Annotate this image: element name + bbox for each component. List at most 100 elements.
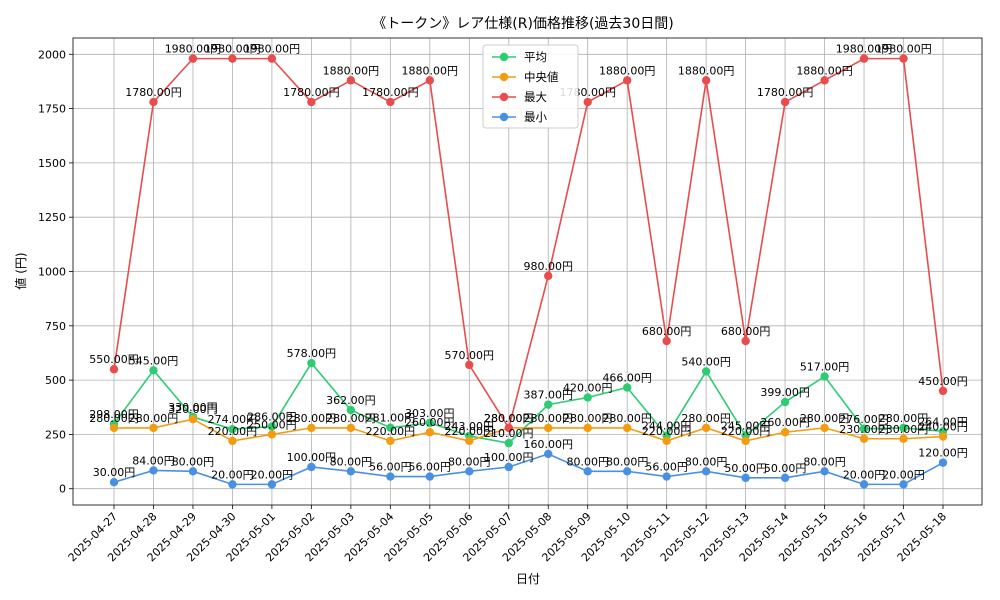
y-tick-label: 1250 (38, 211, 66, 224)
data-label: 1880.00円 (599, 64, 656, 77)
data-point (504, 462, 513, 472)
data-label: 245.00円 (721, 419, 771, 432)
legend-item: 最小 (492, 110, 547, 124)
data-label: 280.00円 (326, 412, 376, 425)
data-label: 120.00円 (918, 447, 968, 460)
data-label: 298.00円 (89, 408, 139, 421)
legend-item: 中央値 (492, 70, 559, 84)
data-label: 303.00円 (405, 407, 455, 420)
data-point (188, 54, 198, 63)
y-tick-label: 1750 (38, 103, 66, 116)
data-point (899, 480, 908, 489)
data-point (701, 423, 711, 433)
data-point (741, 336, 750, 346)
series-line (113, 453, 944, 486)
data-label: 680.00円 (721, 325, 771, 338)
data-point (583, 393, 592, 402)
data-point (188, 467, 198, 476)
y-tick-label: 1500 (38, 157, 66, 170)
data-point (307, 462, 316, 472)
data-label: 540.00円 (681, 355, 731, 368)
data-point (899, 54, 908, 63)
data-label: 80.00円 (606, 455, 649, 468)
data-point (741, 473, 750, 483)
data-label: 50.00円 (764, 462, 807, 475)
data-label: 80.00円 (685, 455, 728, 468)
data-point (662, 472, 671, 481)
data-point (780, 397, 790, 407)
data-point (425, 76, 435, 85)
data-label: 280.00円 (563, 412, 613, 425)
legend-marker (499, 52, 509, 62)
data-point (228, 480, 237, 489)
legend-marker (499, 112, 509, 122)
data-label: 578.00円 (287, 347, 337, 360)
data-label: 56.00円 (409, 461, 452, 474)
y-tick-label: 2000 (38, 48, 66, 61)
data-point (583, 423, 592, 433)
data-label: 280.00円 (523, 412, 573, 425)
data-point (544, 400, 553, 409)
data-label: 281.00円 (366, 412, 416, 425)
legend-label: 平均 (524, 50, 547, 64)
data-point (622, 383, 632, 392)
data-label: 84.00円 (132, 454, 175, 467)
data-point (109, 365, 119, 374)
data-point (267, 54, 277, 63)
data-label: 20.00円 (251, 468, 294, 481)
data-label: 20.00円 (843, 468, 886, 481)
data-point (346, 467, 356, 476)
data-label: 387.00円 (523, 389, 573, 402)
data-label: 20.00円 (882, 468, 925, 481)
data-point (109, 477, 119, 487)
data-label: 280.00円 (602, 412, 652, 425)
data-label: 56.00円 (645, 461, 688, 474)
data-label: 100.00円 (287, 451, 337, 464)
data-label: 1980.00円 (244, 43, 301, 56)
y-tick-label: 1000 (38, 266, 66, 279)
data-point (386, 472, 395, 481)
y-tick-label: 250 (45, 428, 66, 441)
data-point (267, 430, 277, 439)
data-label: 80.00円 (566, 455, 609, 468)
data-point (859, 480, 869, 489)
legend-box (482, 44, 579, 129)
data-label: 80.00円 (803, 455, 846, 468)
series-line (113, 57, 944, 430)
legend-marker (499, 92, 509, 102)
data-point (820, 76, 829, 85)
data-point (899, 434, 908, 443)
data-point (859, 54, 869, 63)
data-point (228, 436, 237, 446)
data-label: 260.00円 (405, 416, 455, 429)
data-point (386, 436, 395, 446)
data-label: 243.00円 (445, 420, 495, 433)
series-2 (109, 54, 948, 433)
data-point (267, 422, 277, 431)
data-label: 30.00円 (93, 466, 136, 479)
data-label: 1880.00円 (323, 64, 380, 77)
legend-marker (499, 72, 509, 82)
data-label: 276.00円 (839, 413, 889, 426)
data-label: 450.00円 (918, 375, 968, 388)
y-tick-label: 750 (45, 320, 66, 333)
data-point (346, 405, 356, 415)
data-label: 280.00円 (129, 412, 179, 425)
data-label: 80.00円 (330, 455, 373, 468)
data-label: 56.00円 (369, 461, 412, 474)
data-point (149, 466, 158, 475)
data-point (820, 467, 829, 476)
data-point (149, 97, 158, 107)
data-point (504, 438, 513, 448)
data-label: 1980.00円 (836, 43, 893, 56)
data-point (544, 449, 553, 459)
legend-item: 最大 (492, 90, 547, 104)
data-label: 680.00円 (642, 325, 692, 338)
data-point (899, 423, 908, 433)
data-point (622, 423, 632, 433)
legend-label: 最大 (524, 90, 547, 104)
y-tick-label: 0 (59, 483, 66, 496)
